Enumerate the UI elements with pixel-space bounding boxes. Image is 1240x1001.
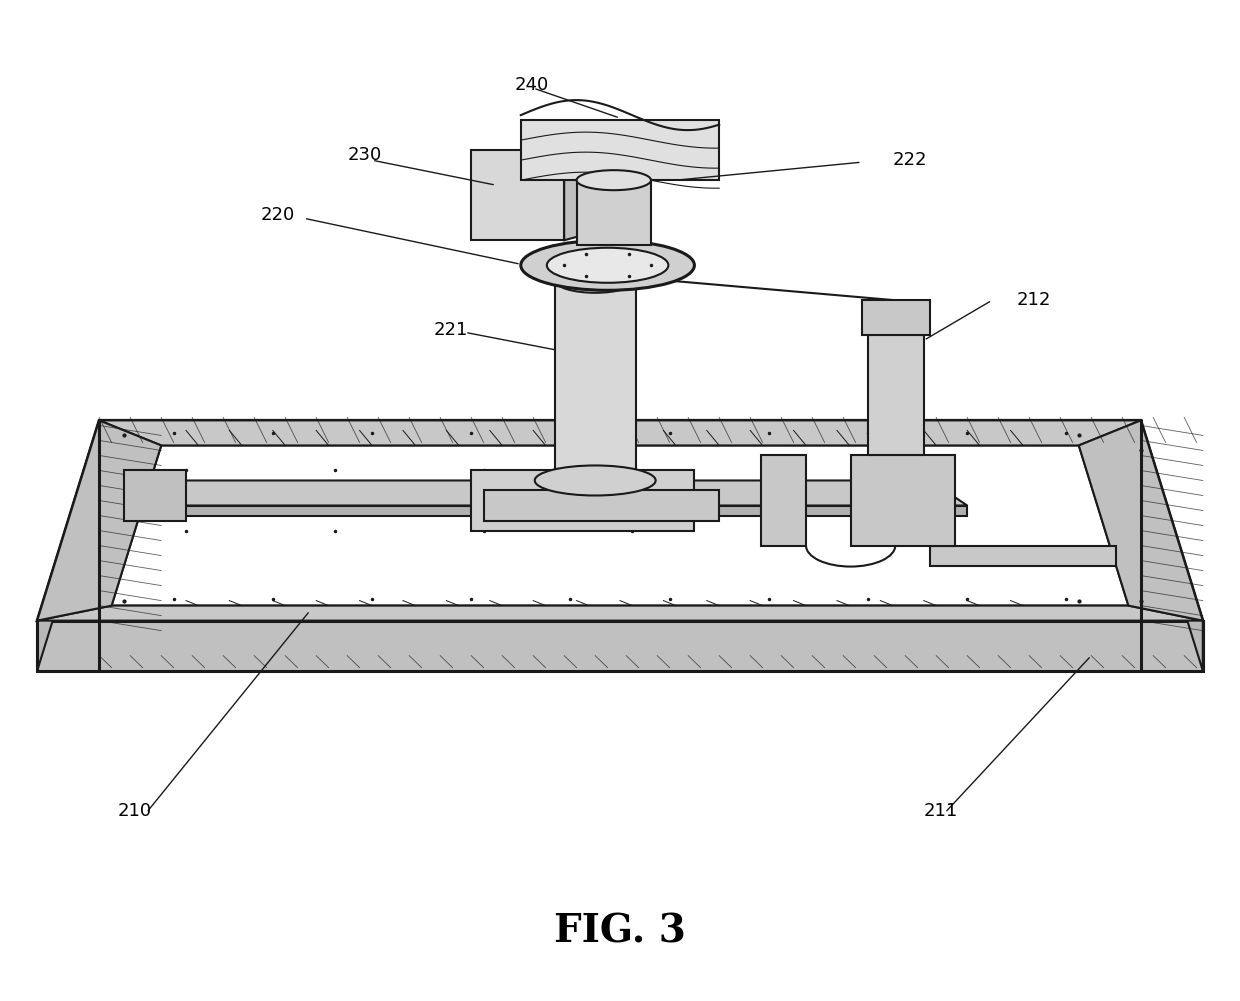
Text: 221: 221 <box>434 321 469 339</box>
Text: 212: 212 <box>1017 291 1052 309</box>
Ellipse shape <box>547 247 668 282</box>
Polygon shape <box>37 420 161 621</box>
Text: 211: 211 <box>924 802 959 820</box>
Polygon shape <box>149 480 967 506</box>
Polygon shape <box>37 420 99 671</box>
Polygon shape <box>124 470 186 521</box>
Ellipse shape <box>556 267 635 292</box>
Polygon shape <box>577 180 651 245</box>
Polygon shape <box>471 150 564 240</box>
Polygon shape <box>862 300 930 335</box>
Text: FIG. 3: FIG. 3 <box>554 913 686 951</box>
Polygon shape <box>761 455 806 546</box>
Polygon shape <box>556 280 635 480</box>
Polygon shape <box>1141 420 1203 671</box>
Ellipse shape <box>534 465 656 495</box>
Polygon shape <box>1079 420 1203 621</box>
Polygon shape <box>868 335 924 455</box>
Polygon shape <box>930 546 1116 566</box>
Polygon shape <box>564 140 601 240</box>
Polygon shape <box>521 120 719 180</box>
Text: 240: 240 <box>515 76 549 94</box>
Ellipse shape <box>521 240 694 290</box>
Polygon shape <box>37 621 1203 671</box>
Ellipse shape <box>577 170 651 190</box>
Text: 210: 210 <box>118 802 153 820</box>
Polygon shape <box>851 455 955 546</box>
Text: 230: 230 <box>347 146 382 164</box>
Polygon shape <box>149 506 967 516</box>
Polygon shape <box>484 490 719 521</box>
Polygon shape <box>99 420 1141 445</box>
Polygon shape <box>37 420 1203 621</box>
Polygon shape <box>37 606 1203 621</box>
Text: 222: 222 <box>893 151 928 169</box>
Polygon shape <box>471 470 694 531</box>
Text: 220: 220 <box>260 206 295 224</box>
Polygon shape <box>112 445 1128 606</box>
